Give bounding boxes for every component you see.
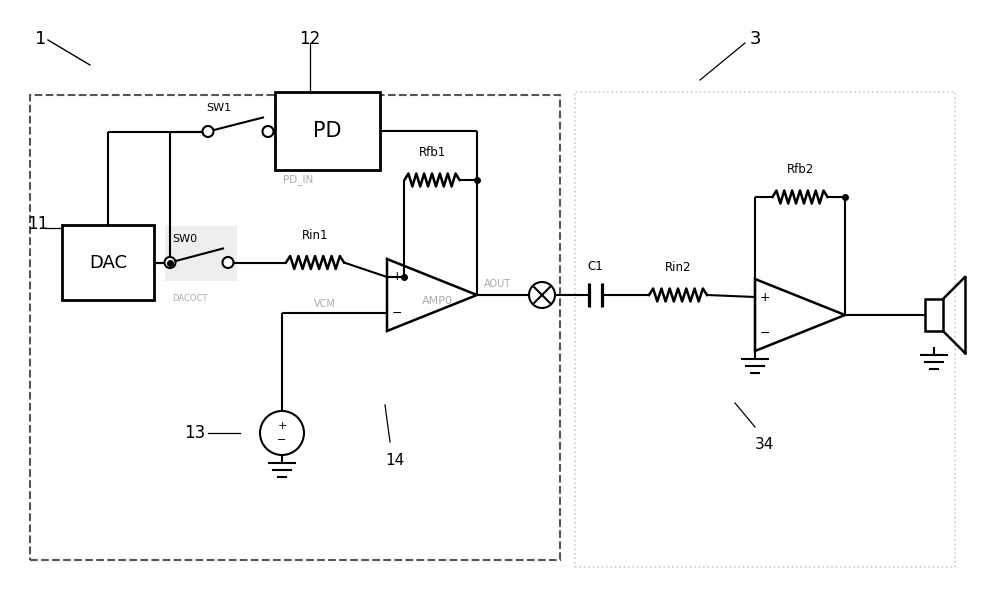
Circle shape — [263, 126, 274, 137]
Text: Rin1: Rin1 — [302, 229, 328, 242]
Text: DACOCT: DACOCT — [172, 294, 207, 303]
Text: 14: 14 — [385, 453, 404, 468]
Text: VCM: VCM — [314, 299, 336, 309]
Text: PD: PD — [313, 121, 342, 141]
Circle shape — [529, 282, 555, 308]
Text: 3: 3 — [749, 30, 761, 48]
Text: −: − — [760, 327, 770, 339]
Bar — [165, 226, 237, 280]
Text: Rfb2: Rfb2 — [786, 163, 814, 176]
Circle shape — [165, 257, 176, 268]
Bar — [62, 225, 154, 300]
Text: +: + — [760, 290, 770, 303]
Text: AOUT: AOUT — [484, 279, 511, 289]
Text: 11: 11 — [27, 215, 49, 233]
Text: SW0: SW0 — [172, 234, 197, 244]
Bar — [30, 95, 560, 560]
Text: +: + — [277, 421, 287, 431]
Circle shape — [223, 257, 234, 268]
Text: 1: 1 — [35, 30, 46, 48]
Polygon shape — [755, 279, 845, 351]
Text: 34: 34 — [755, 437, 774, 452]
Text: Rfb1: Rfb1 — [418, 146, 446, 159]
Bar — [925, 299, 943, 331]
Text: DAC: DAC — [89, 253, 127, 271]
Text: −: − — [277, 435, 287, 445]
Text: SW1: SW1 — [206, 103, 231, 113]
Polygon shape — [387, 259, 477, 331]
Text: AMP0: AMP0 — [422, 296, 453, 306]
Bar — [275, 92, 380, 170]
Circle shape — [260, 411, 304, 455]
Text: +: + — [392, 271, 402, 284]
Text: 12: 12 — [299, 30, 321, 48]
Text: Rin2: Rin2 — [665, 261, 691, 274]
Text: 13: 13 — [184, 424, 205, 442]
Bar — [575, 92, 955, 567]
Text: C1: C1 — [587, 260, 603, 273]
Circle shape — [203, 126, 214, 137]
Text: −: − — [392, 306, 402, 320]
Text: PD_IN: PD_IN — [283, 174, 313, 185]
